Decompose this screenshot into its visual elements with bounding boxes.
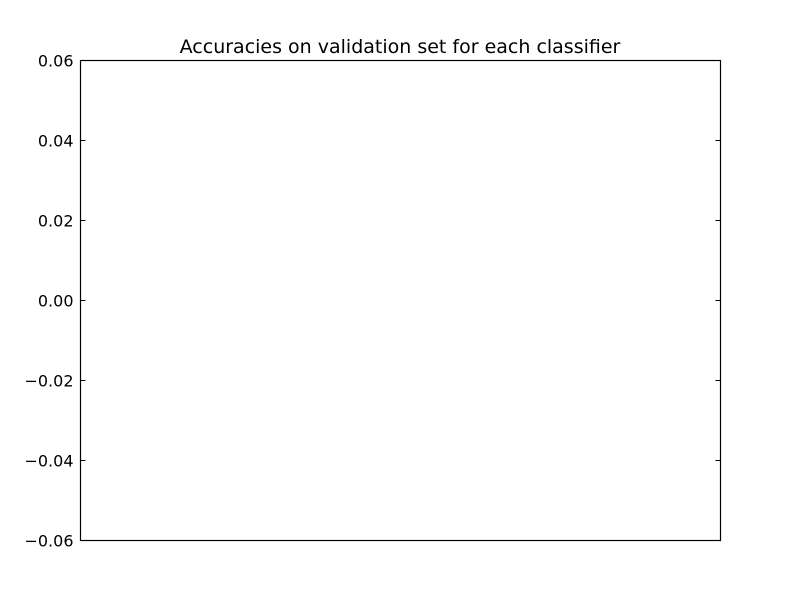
y-tick-label: 0.00: [38, 292, 74, 311]
y-tick-label: −0.02: [24, 372, 73, 391]
y-tick-label: −0.06: [24, 532, 73, 551]
chart-title: Accuracies on validation set for each cl…: [180, 36, 621, 58]
y-tick-label: 0.02: [38, 212, 74, 231]
y-tick-label: −0.04: [24, 452, 73, 471]
y-tick-label: 0.04: [38, 132, 74, 151]
y-axis: 0.06 0.04 0.02 0.00 −0.02 −0.04 −0.06: [24, 52, 721, 551]
y-tick-label: 0.06: [38, 52, 74, 71]
plot-area: [79, 59, 722, 542]
